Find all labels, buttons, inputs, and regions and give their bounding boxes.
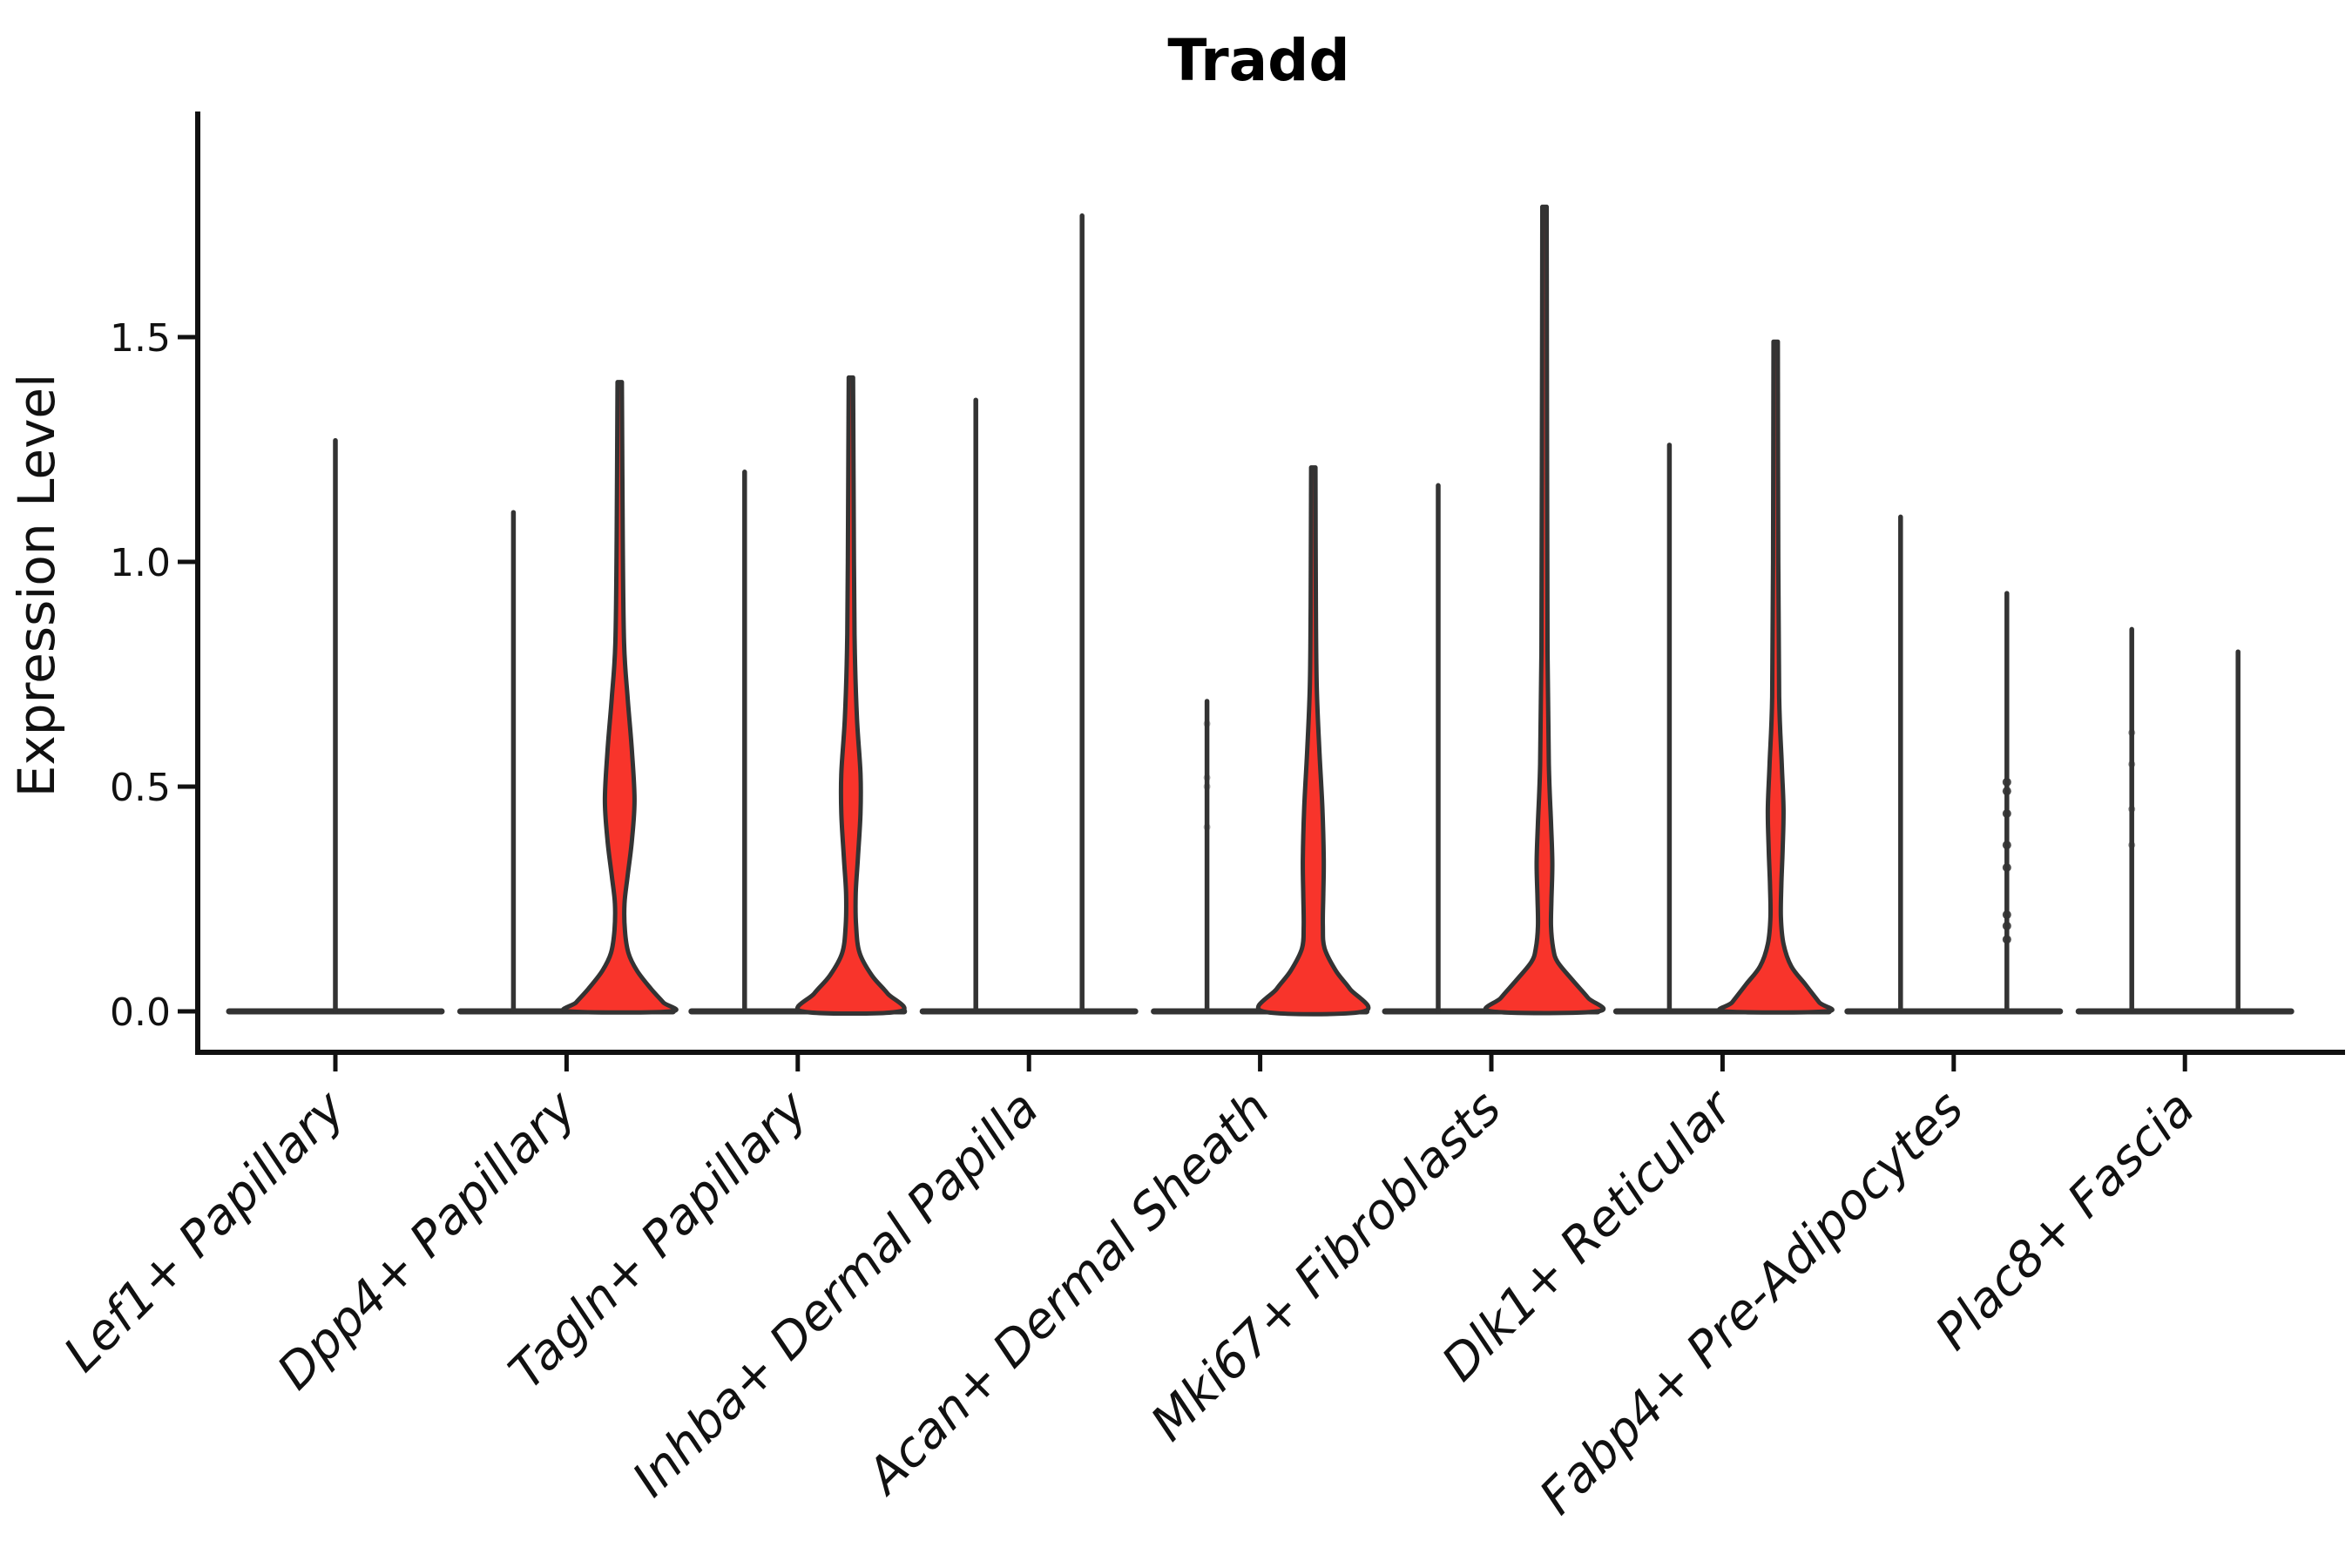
- jitter-dot: [1203, 720, 1211, 727]
- jitter-dot: [2002, 841, 2011, 850]
- jitter-dot: [1203, 823, 1211, 831]
- jitter-dot: [2002, 787, 2011, 796]
- violin-body-right-cat2: [794, 375, 907, 1017]
- violin-body-right-cat1: [561, 380, 679, 1015]
- y-tick-label: 1.5: [110, 316, 171, 361]
- x-category-label: Inhba+ Dermal Papilla: [622, 1080, 1050, 1508]
- jitter-dot: [2002, 921, 2011, 930]
- jitter-dot: [1203, 774, 1211, 781]
- jitter-dot: [1203, 783, 1211, 790]
- y-tick-label: 0.0: [110, 990, 171, 1035]
- y-axis-label: Expression Level: [7, 374, 66, 797]
- x-category-label: Acan+ Dermal Sheath: [855, 1080, 1281, 1506]
- violin-body-right-cat5: [1483, 204, 1606, 1016]
- y-tick-label: 1.0: [110, 541, 171, 585]
- x-category-label: Fabp4+ Pre-Adipocytes: [1529, 1080, 1974, 1525]
- jitter-dot: [2002, 910, 2011, 920]
- jitter-dot: [2128, 841, 2136, 849]
- plot-layer: [226, 204, 2295, 1017]
- jitter-dot: [2002, 862, 2011, 872]
- chart-title: Tradd: [1167, 27, 1349, 94]
- jitter-dot: [2128, 729, 2136, 737]
- jitter-dot: [2002, 935, 2011, 944]
- jitter-dot: [2002, 808, 2011, 818]
- violin-body-right-cat4: [1255, 465, 1371, 1017]
- y-tick-label: 0.5: [110, 766, 171, 810]
- jitter-dot: [2128, 760, 2136, 768]
- violin-body-right-cat6: [1716, 339, 1835, 1015]
- jitter-dot: [2002, 777, 2011, 787]
- jitter-dot: [2128, 805, 2136, 813]
